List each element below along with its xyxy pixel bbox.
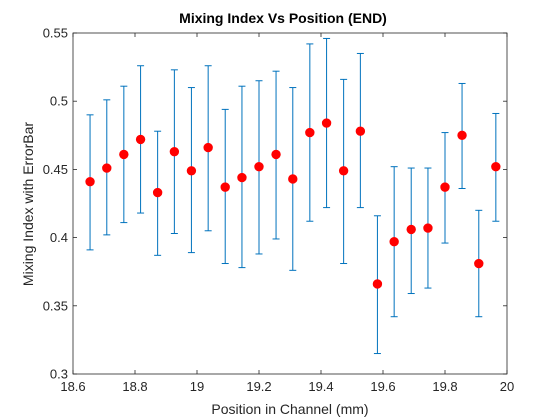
- data-point: [491, 161, 501, 172]
- y-tick-label: 0.4: [50, 230, 68, 245]
- data-point: [423, 223, 433, 233]
- data-point: [372, 279, 383, 289]
- x-tick-label: 19.4: [308, 379, 333, 394]
- data-point: [85, 176, 95, 187]
- data-point: [135, 134, 146, 145]
- x-tick-label: 20: [500, 379, 514, 394]
- data-point: [203, 142, 213, 153]
- plot-area: [72, 32, 508, 375]
- x-tick-label: 19.8: [432, 379, 457, 394]
- y-axis-label: Mixing Index with ErrorBar: [20, 122, 36, 287]
- data-point: [338, 166, 349, 176]
- data-point: [102, 163, 112, 173]
- y-tick-label: 0.55: [43, 26, 68, 41]
- data-point: [254, 161, 264, 172]
- data-point: [355, 126, 366, 136]
- data-point: [119, 149, 129, 160]
- data-point: [457, 130, 467, 141]
- x-tick-label: 19.6: [370, 379, 395, 394]
- data-point: [271, 149, 281, 160]
- data-point: [389, 236, 399, 247]
- x-tick-label: 18.8: [122, 379, 147, 394]
- y-tick-label: 0.5: [50, 94, 68, 109]
- data-point: [305, 127, 315, 138]
- data-point: [288, 174, 298, 184]
- data-point: [406, 224, 416, 235]
- data-point: [474, 258, 484, 269]
- data-point: [440, 182, 450, 192]
- chart-title: Mixing Index Vs Position (END): [179, 10, 387, 26]
- data-point: [220, 182, 230, 192]
- data-point: [186, 166, 197, 176]
- x-tick-label: 19: [190, 379, 204, 394]
- x-tick-label: 19.2: [246, 379, 271, 394]
- data-point: [169, 146, 180, 157]
- x-tick-label: 18.6: [60, 379, 85, 394]
- data-point: [321, 118, 332, 128]
- y-tick-label: 0.45: [43, 162, 68, 177]
- y-tick-label: 0.35: [43, 298, 68, 313]
- x-axis-label: Position in Channel (mm): [211, 401, 368, 417]
- y-tick-label: 0.3: [50, 367, 68, 382]
- data-point: [237, 172, 247, 183]
- data-point: [152, 187, 163, 198]
